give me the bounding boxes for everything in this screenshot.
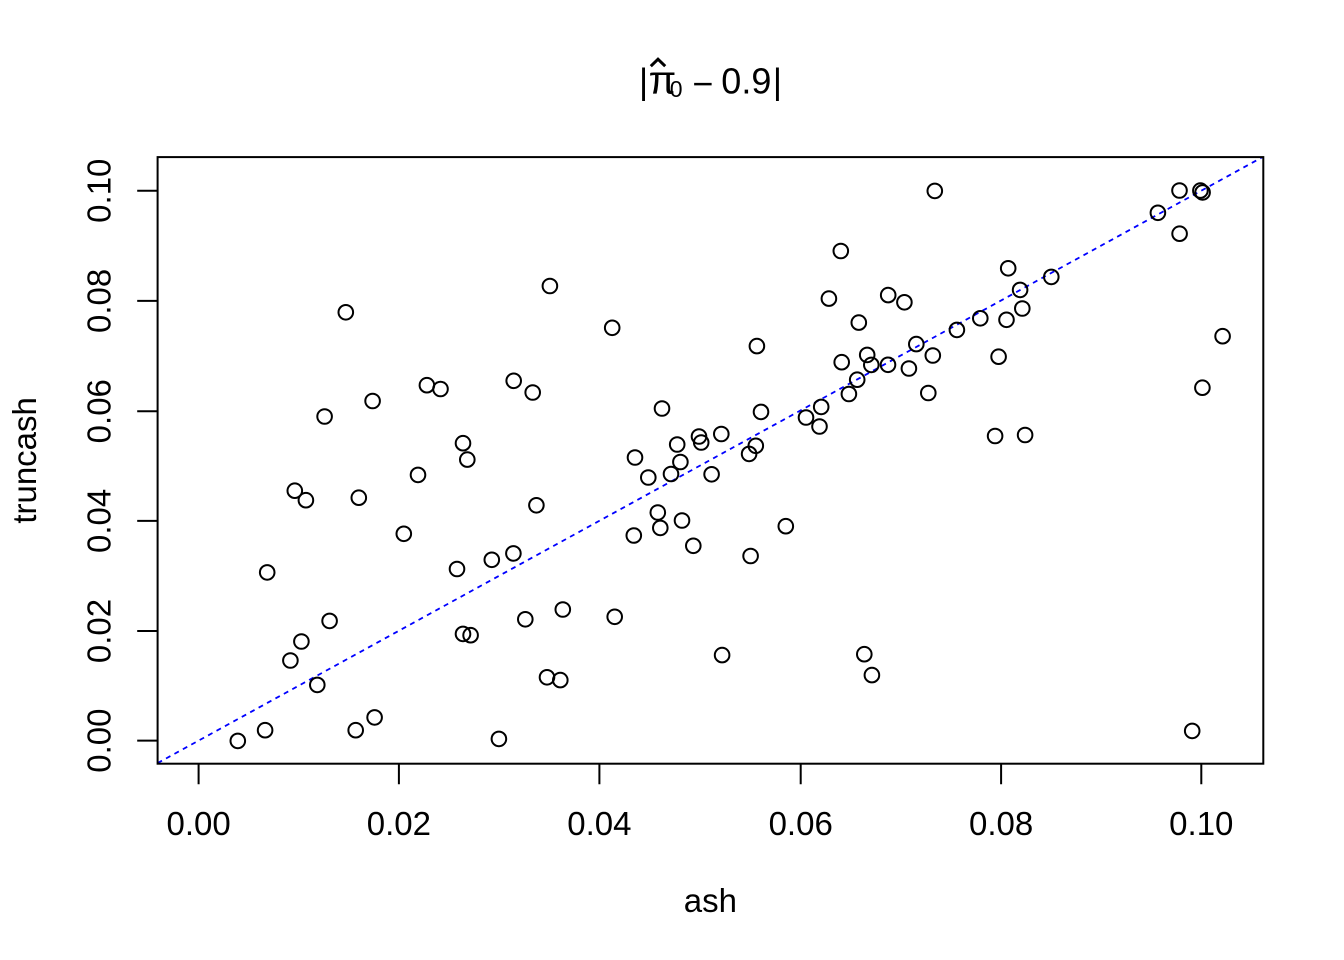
svg-text:0.10: 0.10 — [1169, 805, 1233, 842]
svg-text:|: | — [773, 60, 782, 101]
svg-text:0.10: 0.10 — [81, 159, 118, 223]
svg-text:|: | — [639, 60, 648, 101]
svg-text:0.08: 0.08 — [969, 805, 1033, 842]
svg-text:truncash: truncash — [6, 397, 43, 524]
svg-text:−: − — [692, 63, 713, 104]
svg-text:0.06: 0.06 — [81, 379, 118, 443]
svg-text:0: 0 — [670, 76, 683, 102]
svg-text:0.08: 0.08 — [81, 269, 118, 333]
svg-text:ash: ash — [684, 882, 737, 919]
svg-text:0.00: 0.00 — [166, 805, 230, 842]
svg-text:0.9: 0.9 — [721, 60, 771, 101]
svg-text:0.02: 0.02 — [367, 805, 431, 842]
svg-text:0.02: 0.02 — [81, 599, 118, 663]
svg-text:0.00: 0.00 — [81, 708, 118, 772]
svg-text:0.04: 0.04 — [81, 489, 118, 553]
svg-text:0.06: 0.06 — [769, 805, 833, 842]
svg-text:0.04: 0.04 — [567, 805, 631, 842]
